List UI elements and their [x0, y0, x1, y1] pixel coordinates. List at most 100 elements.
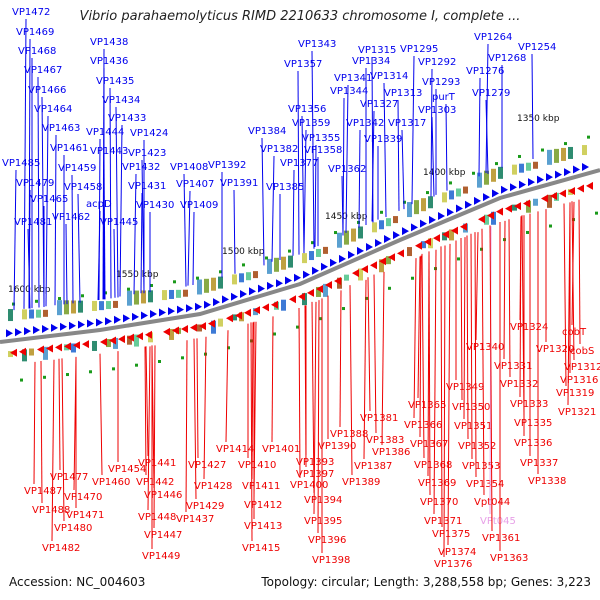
- gene-label: VP1460: [92, 477, 130, 488]
- ruler-tick: [227, 346, 230, 350]
- reverse-gene-arrow: [10, 348, 17, 357]
- gene-label: VP1331: [494, 361, 532, 372]
- forward-gene-arrow: [168, 307, 175, 316]
- gene-leader-line: [519, 216, 522, 398]
- ruler-tick: [380, 210, 383, 214]
- gene-label: VP1485: [2, 158, 40, 169]
- ruler-tick: [472, 171, 475, 175]
- ruler-tick: [311, 241, 314, 245]
- reverse-gene-arrow: [388, 253, 395, 262]
- ruler-tick: [365, 296, 368, 300]
- gene-label: VP1459: [58, 163, 96, 174]
- gene-leader-line: [27, 228, 31, 309]
- reverse-gene-arrow: [73, 341, 80, 350]
- forward-gene-arrow: [582, 163, 589, 172]
- gene-leader-line: [250, 322, 253, 542]
- forward-gene-arrow: [573, 165, 580, 174]
- ruler-tick: [595, 211, 598, 215]
- reverse-gene-arrow: [37, 345, 44, 354]
- feature-block: [323, 283, 328, 297]
- feature-block: [106, 301, 111, 310]
- forward-gene-arrow: [249, 287, 256, 296]
- gene-label: VP1279: [472, 88, 510, 99]
- gene-label: VP1335: [514, 418, 552, 429]
- gene-label: VP1338: [528, 476, 566, 487]
- feature-block: [57, 300, 62, 316]
- gene-label: VP1438: [90, 37, 128, 48]
- gene-leader-line: [271, 316, 274, 443]
- gene-label: VP1434: [102, 95, 140, 106]
- feature-block: [71, 343, 76, 353]
- feature-block: [323, 246, 328, 254]
- gene-leader-line: [301, 115, 305, 254]
- feature-block: [519, 163, 524, 173]
- gene-label: VP1432: [122, 162, 160, 173]
- feature-block: [92, 300, 97, 311]
- feature-block: [43, 309, 48, 317]
- gene-leader-line: [303, 129, 307, 252]
- ruler-tick: [89, 370, 92, 374]
- ruler-tick: [219, 270, 222, 274]
- reverse-gene-arrow: [334, 277, 341, 286]
- gene-label: VP1340: [466, 342, 504, 353]
- gene-label: VP1264: [474, 32, 512, 43]
- gene-leader-line: [460, 237, 463, 401]
- ruler-tick: [587, 135, 590, 139]
- forward-gene-arrow: [546, 173, 553, 182]
- gene-label: VP1339: [364, 134, 402, 145]
- gene-label: VP1324: [510, 322, 548, 333]
- feature-block: [218, 318, 223, 327]
- gene-leader-line: [421, 253, 425, 459]
- gene-label: VP1388: [330, 429, 368, 440]
- gene-label: VP1393: [296, 457, 334, 468]
- ruler-tick: [334, 231, 337, 235]
- reverse-gene-arrow: [181, 325, 188, 334]
- gene-label: VP1433: [108, 113, 146, 124]
- gene-leader-line: [563, 203, 567, 387]
- gene-leader-line: [339, 290, 342, 428]
- gene-label: VP1449: [142, 551, 180, 562]
- reverse-gene-arrow: [136, 332, 143, 341]
- feature-block: [582, 145, 587, 156]
- gene-leader-line: [109, 87, 112, 299]
- gene-label: VP1396: [308, 535, 346, 546]
- gene-label: VP1371: [424, 516, 462, 527]
- gene-label: VP1435: [96, 76, 134, 87]
- gene-label: VP1430: [136, 200, 174, 211]
- gene-label: VP1395: [304, 516, 342, 527]
- gene-label: VP1303: [418, 105, 456, 116]
- feature-block: [351, 228, 356, 242]
- ruler-tick: [357, 220, 360, 224]
- gene-leader-line: [367, 277, 371, 412]
- gene-label: VP1319: [556, 388, 594, 399]
- gene-label: VP1390: [318, 441, 356, 452]
- gene-label: acpD: [86, 199, 112, 210]
- feature-block: [197, 324, 202, 332]
- gene-label: VP1454: [108, 464, 146, 475]
- reverse-gene-arrow: [145, 330, 152, 339]
- forward-gene-arrow: [330, 258, 337, 267]
- gene-label: VP1410: [238, 460, 276, 471]
- feature-block: [407, 247, 412, 257]
- forward-gene-arrow: [33, 326, 40, 335]
- gene-leader-line: [430, 68, 433, 197]
- ruler-tick: [173, 280, 176, 284]
- gene-label: VP1392: [208, 160, 246, 171]
- gene-label: VP1423: [128, 148, 166, 159]
- feature-block: [449, 229, 454, 241]
- feature-block: [512, 164, 517, 175]
- gene-label: VP1409: [180, 200, 218, 211]
- reverse-gene-arrow: [433, 234, 440, 243]
- reverse-gene-arrow: [127, 333, 134, 342]
- gene-leader-line: [153, 345, 156, 529]
- reverse-gene-arrow: [55, 343, 62, 352]
- gene-leader-line: [304, 305, 307, 468]
- forward-gene-arrow: [555, 170, 562, 179]
- reverse-gene-arrow: [478, 215, 485, 224]
- gene-label: VP1268: [488, 53, 526, 64]
- ruler-tick: [526, 230, 529, 234]
- accession-text: Accession: NC_004603: [9, 575, 146, 589]
- gene-leader-line: [413, 258, 417, 419]
- gene-label: VP1315: [358, 45, 396, 56]
